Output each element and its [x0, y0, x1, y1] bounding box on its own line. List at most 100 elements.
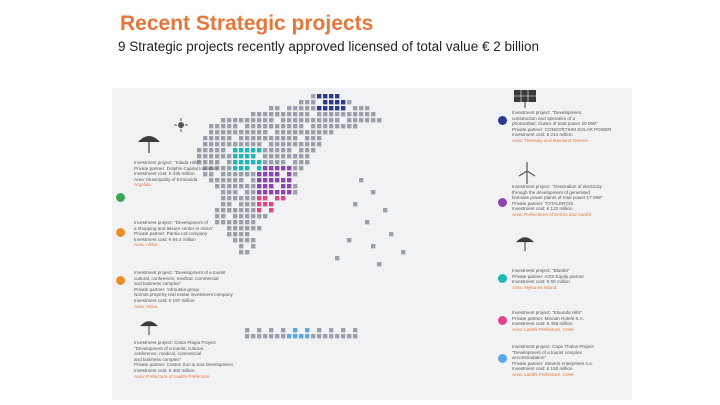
map-cell: [329, 106, 334, 111]
map-cell: [251, 226, 256, 231]
map-cell: [281, 154, 286, 159]
map-cell: [329, 124, 334, 129]
location-dot-attica-shopping: [116, 228, 125, 237]
map-cell: [353, 106, 358, 111]
map-cell: [221, 178, 226, 183]
card-line: Area: Municipality of Ermionida: [134, 176, 198, 182]
map-cell: [275, 160, 280, 165]
map-cell: [245, 166, 250, 171]
map-cell: [245, 184, 250, 189]
map-cell: [323, 118, 328, 123]
map-cell: [245, 220, 250, 225]
map-cell: [287, 106, 292, 111]
map-cell: [251, 244, 256, 249]
map-cell: [341, 106, 346, 111]
map-cell: [281, 166, 286, 171]
map-cell: [275, 178, 280, 183]
map-cell: [263, 130, 268, 135]
map-cell: [269, 190, 274, 195]
map-cell: [305, 328, 310, 333]
card-line: Private partner: Coston Sun & Sea Develo…: [134, 362, 233, 368]
map-cell: [281, 136, 286, 141]
map-cell: [275, 166, 280, 171]
map-cell: [203, 160, 208, 165]
project-card-attica-shopping: Investment project: "Development of a sh…: [134, 220, 213, 248]
map-cell: [227, 136, 232, 141]
map-cell: [263, 214, 268, 219]
map-cell: [257, 184, 262, 189]
card-area: Area: Thessaly and Mainland Greece: [512, 137, 588, 143]
map-cell: [335, 118, 340, 123]
map-cell: [275, 148, 280, 153]
map-cell: [293, 334, 298, 339]
card-area: Area: Prefectures of Serres and Xanthi: [512, 211, 591, 217]
map-cell: [317, 130, 322, 135]
map-cell: [203, 148, 208, 153]
map-cell: [215, 130, 220, 135]
map-cell: [335, 124, 340, 129]
map-cell: [263, 184, 268, 189]
map-cell: [269, 142, 274, 147]
map-cell: [221, 118, 226, 123]
map-cell: [377, 118, 382, 123]
map-cell: [269, 112, 274, 117]
map-cell: [221, 166, 226, 171]
map-cell: [293, 106, 298, 111]
map-cell: [209, 166, 214, 171]
project-card-tourist-cultural: Investment project: "Development of a to…: [134, 270, 233, 309]
map-cell: [239, 226, 244, 231]
map-cell: [323, 124, 328, 129]
card-line: Investment project: "Bluebit": [512, 268, 570, 273]
card-line: through the development of generated: [512, 189, 590, 195]
beach-umbrella-icon: [140, 321, 158, 336]
map-cell: [227, 190, 232, 195]
map-cell: [257, 166, 262, 171]
map-cell: [203, 142, 208, 147]
page-subtitle: 9 Strategic projects recently approved l…: [118, 39, 539, 54]
map-cell: [287, 166, 292, 171]
map-cell: [251, 214, 256, 219]
card-line: Investment cost: € 456 million: [512, 321, 573, 327]
map-cell: [209, 142, 214, 147]
map-cell: [275, 334, 280, 339]
map-cell: [293, 172, 298, 177]
map-cell: [215, 154, 220, 159]
map-cell: [287, 148, 292, 153]
map-cell: [389, 232, 394, 237]
map-cell: [335, 256, 340, 261]
card-line: Investment cost: € 122 million: [512, 206, 573, 212]
map-cell: [245, 130, 250, 135]
map-cell: [317, 112, 322, 117]
map-cell: [257, 196, 262, 201]
map-cell: [323, 100, 328, 105]
card-line: Investment cost: € 300 million: [134, 367, 195, 373]
project-card-elounda-hills: Investment project: "Elounda Hills" Priv…: [512, 310, 584, 332]
card-area: Area: Prefecture of Lasithi Prefecture: [134, 373, 210, 379]
map-cell: [245, 238, 250, 243]
map-cell: [317, 118, 322, 123]
map-cell: [257, 190, 262, 195]
map-cell: [353, 112, 358, 117]
map-cell: [251, 118, 256, 123]
card-line: Investment cost: € 214 million: [512, 132, 573, 138]
card-line: Investment project: Costa Plagia Project: [134, 340, 216, 345]
map-cell: [239, 232, 244, 237]
map-cell: [215, 166, 220, 171]
map-cell: [239, 130, 244, 135]
map-cell: [239, 238, 244, 243]
map-cell: [245, 124, 250, 129]
map-cell: [335, 334, 340, 339]
map-cell: [269, 208, 274, 213]
map-cell: [263, 190, 268, 195]
map-cell: [245, 196, 250, 201]
map-cell: [263, 196, 268, 201]
card-line: Investment project: "Generation of elect…: [512, 184, 602, 189]
map-cell: [257, 124, 262, 129]
map-cell: [287, 124, 292, 129]
map-cell: [305, 130, 310, 135]
map-cell: [317, 334, 322, 339]
map-cell: [311, 94, 316, 99]
map-cell: [239, 202, 244, 207]
map-cell: [263, 118, 268, 123]
map-cell: [227, 142, 232, 147]
